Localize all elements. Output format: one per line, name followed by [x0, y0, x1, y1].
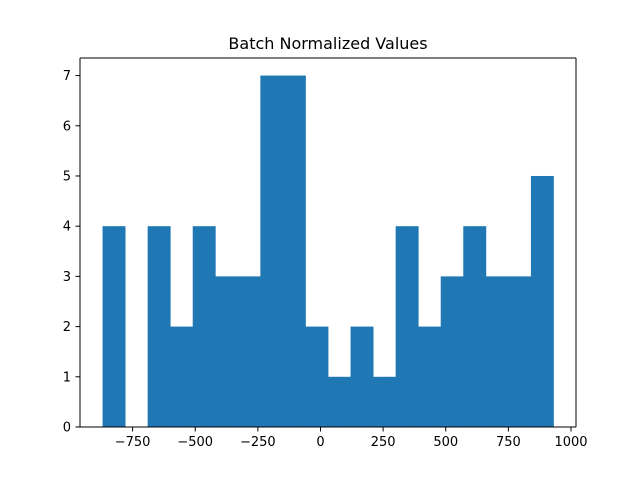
y-tick-label: 4 [63, 220, 71, 235]
histogram-bar [508, 276, 521, 427]
x-axis-ticks: −750 −500 −250 0 250 500 750 1000 [115, 427, 588, 450]
histogram-bar [429, 326, 442, 427]
histogram-bar [170, 326, 182, 427]
histogram-bar [158, 226, 171, 427]
x-tick-label: −250 [240, 435, 276, 450]
histogram-bar [418, 326, 430, 427]
histogram-bar [204, 226, 216, 427]
histogram-bar [316, 326, 329, 427]
histogram-bar [282, 75, 295, 428]
histogram-bar [294, 75, 306, 428]
histogram-bar [395, 226, 408, 427]
histogram-bar [474, 226, 487, 427]
histogram-bar [271, 75, 284, 428]
histogram-bar [237, 276, 250, 427]
y-tick-label: 7 [63, 69, 71, 84]
x-tick-label: 250 [371, 435, 396, 450]
x-tick-label: 750 [496, 435, 521, 450]
chart-title: Batch Normalized Values [228, 34, 427, 53]
axes-frame [79, 57, 577, 428]
histogram-bar [373, 376, 385, 427]
histogram-bar [339, 376, 351, 427]
x-tick-label: 1000 [554, 435, 587, 450]
histogram-bar [350, 326, 363, 427]
x-tick-label: 500 [433, 435, 458, 450]
x-tick-label: 0 [316, 435, 324, 450]
x-tick-label: −750 [115, 435, 151, 450]
histogram-bar [226, 276, 239, 427]
y-tick-label: 6 [63, 119, 71, 134]
histogram-bar [497, 276, 509, 427]
histogram-bar [305, 326, 318, 427]
y-axis-ticks: 0 1 2 3 4 5 6 7 [63, 69, 80, 436]
histogram-bar [542, 175, 554, 427]
histogram-bar [463, 226, 475, 427]
histogram-bar [406, 226, 419, 427]
histogram-bar [328, 376, 340, 427]
x-tick-label: −500 [177, 435, 213, 450]
histogram-bar [249, 276, 261, 427]
histogram-bar [215, 276, 227, 427]
histogram-bar [147, 226, 160, 427]
y-tick-label: 1 [63, 370, 71, 385]
histogram-bar [113, 226, 126, 427]
histogram-bar [440, 276, 453, 427]
histogram-bar [192, 226, 205, 427]
histogram-bar [260, 75, 273, 428]
histogram-bar [361, 326, 374, 427]
histogram-bar [384, 376, 397, 427]
bars-group [102, 75, 554, 428]
histogram-bar [519, 276, 532, 427]
histogram-bar [530, 175, 543, 427]
y-tick-label: 5 [63, 169, 71, 184]
histogram-bar [181, 326, 194, 427]
y-tick-label: 0 [63, 421, 71, 436]
histogram-bar [485, 276, 498, 427]
y-tick-label: 3 [63, 270, 71, 285]
histogram-bar [102, 226, 115, 427]
histogram-bar [452, 276, 464, 427]
y-tick-label: 2 [63, 320, 71, 335]
